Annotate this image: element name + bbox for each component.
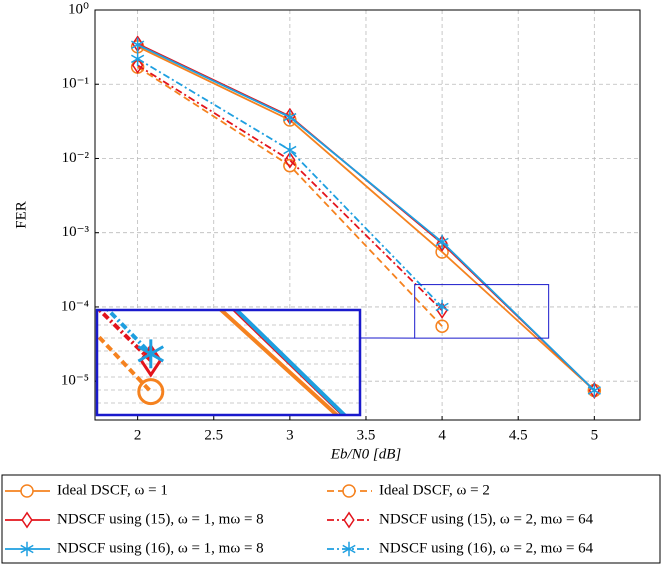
y-tick-label: 10⁻³ bbox=[62, 224, 90, 240]
inset bbox=[97, 212, 360, 415]
legend-marker bbox=[20, 541, 34, 557]
legend-label: NDSCF using (16), ω = 2, mω = 64 bbox=[379, 540, 594, 556]
x-tick-label: 4.5 bbox=[509, 427, 528, 443]
x-tick-label: 3 bbox=[286, 427, 294, 443]
y-tick-label: 10⁻⁵ bbox=[61, 373, 89, 389]
marker bbox=[139, 343, 163, 378]
marker bbox=[137, 378, 165, 406]
x-axis-label: Eb/N0 [dB] bbox=[330, 446, 402, 462]
series-line bbox=[137, 43, 595, 392]
y-tick-label: 10⁻⁴ bbox=[61, 298, 89, 314]
y-axis-label: FER bbox=[13, 201, 29, 229]
x-tick-label: 5 bbox=[591, 427, 599, 443]
y-tick-label: 10⁻¹ bbox=[62, 76, 89, 92]
series-line bbox=[137, 45, 595, 392]
legend-label: Ideal DSCF, ω = 2 bbox=[379, 482, 490, 498]
y-tick-label: 10⁻² bbox=[62, 150, 90, 166]
legend-marker bbox=[342, 541, 356, 557]
legend-marker bbox=[21, 511, 33, 529]
marker bbox=[138, 212, 163, 241]
legend-label: NDSCF using (15), ω = 2, mω = 64 bbox=[379, 511, 594, 527]
plot-area bbox=[130, 35, 602, 400]
series-line bbox=[233, 310, 348, 415]
marker bbox=[435, 299, 449, 315]
x-tick-label: 2.5 bbox=[204, 427, 223, 443]
legend-marker bbox=[20, 484, 34, 498]
marker bbox=[137, 339, 165, 369]
series-line bbox=[137, 64, 443, 311]
marker bbox=[131, 56, 144, 74]
legend-marker bbox=[343, 511, 355, 529]
series-line bbox=[218, 310, 340, 415]
x-tick-label: 3.5 bbox=[357, 427, 376, 443]
legend-label: NDSCF using (16), ω = 1, mω = 8 bbox=[57, 540, 264, 556]
legend-marker bbox=[342, 484, 356, 498]
series-line bbox=[137, 66, 443, 327]
marker bbox=[139, 234, 163, 258]
legend-label: NDSCF using (15), ω = 1, mω = 8 bbox=[57, 511, 264, 527]
marker bbox=[435, 319, 449, 333]
legend-label: Ideal DSCF, ω = 1 bbox=[57, 482, 168, 498]
marker bbox=[283, 142, 297, 158]
zoom-box bbox=[414, 284, 550, 339]
marker bbox=[283, 109, 297, 125]
marker bbox=[284, 151, 296, 169]
marker bbox=[283, 158, 297, 173]
marker bbox=[131, 37, 145, 52]
x-tick-label: 4 bbox=[438, 427, 446, 443]
plot-frame bbox=[94, 9, 641, 421]
marker bbox=[131, 51, 145, 67]
y-tick-label: 10⁰ bbox=[68, 1, 89, 17]
marker bbox=[435, 234, 449, 250]
x-tick-label: 2 bbox=[134, 427, 142, 443]
inset-frame bbox=[95, 308, 362, 417]
marker bbox=[587, 383, 601, 398]
legend-box bbox=[1, 474, 661, 564]
marker bbox=[141, 215, 160, 244]
